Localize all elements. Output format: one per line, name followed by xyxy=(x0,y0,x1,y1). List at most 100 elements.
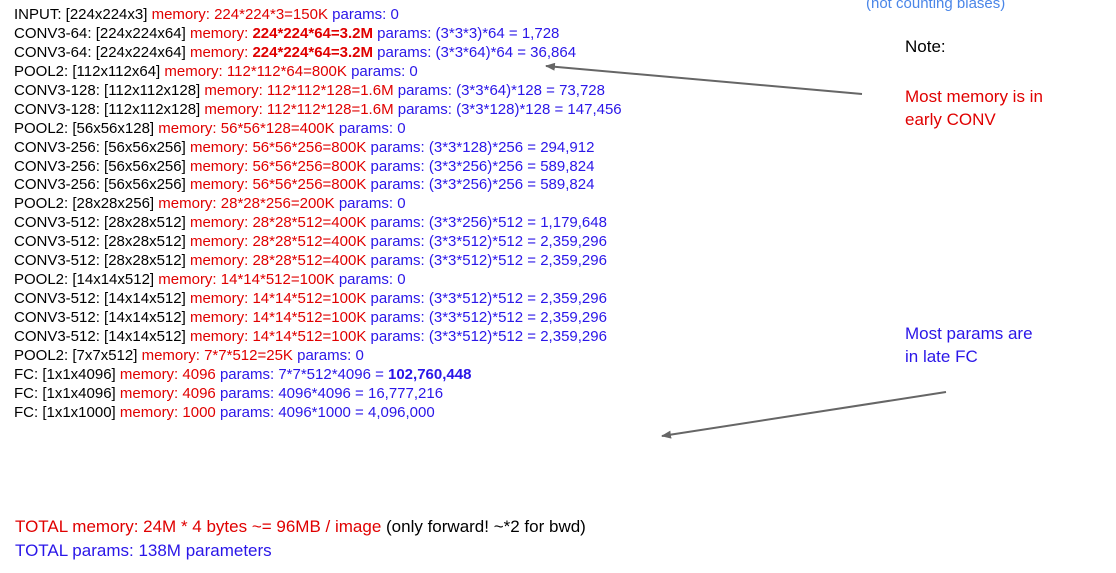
params-label: params: xyxy=(297,346,352,364)
layer-row: CONV3-512: [28x28x512] memory: 28*28*512… xyxy=(14,233,622,252)
memory-label: memory: xyxy=(204,81,263,99)
memory-value: 56*56*256=800K xyxy=(252,176,367,194)
layer-row: FC: [1x1x1000] memory: 1000 params: 4096… xyxy=(14,404,622,423)
memory-label: memory: xyxy=(189,214,249,232)
layer-name: POOL2: [112x112x64] xyxy=(14,62,161,80)
params-label: params: xyxy=(370,233,425,251)
layer-row: CONV3-256: [56x56x256] memory: 56*56*256… xyxy=(14,176,622,195)
params-label: params: xyxy=(377,43,432,61)
memory-label: memory: xyxy=(189,252,249,270)
memory-value: 1000 xyxy=(182,403,216,421)
params-label: params: xyxy=(370,327,425,345)
params-label: params: xyxy=(351,62,406,80)
memory-value: 28*28*512=400K xyxy=(252,233,367,251)
params-label: params: xyxy=(370,157,425,175)
params-value: 7*7*512*4096 = xyxy=(278,365,388,383)
params-label: params: xyxy=(370,176,425,194)
memory-label: memory: xyxy=(141,346,200,364)
memory-label: memory: xyxy=(189,138,249,156)
params-value: (3*3*512)*512 = 2,359,296 xyxy=(428,233,607,251)
params-label: params: xyxy=(338,271,394,289)
params-value: (3*3*512)*512 = 2,359,296 xyxy=(428,327,607,345)
layer-row: CONV3-256: [56x56x256] memory: 56*56*256… xyxy=(14,139,622,158)
arrow-to-early-conv xyxy=(545,62,863,95)
note-memory-line1: Most memory is in xyxy=(905,87,1043,106)
layer-row: CONV3-128: [112x112x128] memory: 112*112… xyxy=(14,82,622,101)
memory-value: 4096 xyxy=(182,365,216,383)
params-value: 0 xyxy=(355,346,364,364)
params-value: 0 xyxy=(397,119,406,137)
memory-label: memory: xyxy=(151,6,210,23)
memory-label: memory: xyxy=(189,24,249,42)
params-label: params: xyxy=(338,119,394,137)
memory-label: memory: xyxy=(158,119,217,137)
memory-label: memory: xyxy=(189,327,249,345)
note-memory: Most memory is in early CONV xyxy=(905,85,1043,131)
params-value: (3*3*256)*256 = 589,824 xyxy=(428,176,595,194)
memory-value: 56*56*256=800K xyxy=(252,138,367,156)
params-label: params: xyxy=(219,365,275,383)
params-value: (3*3*256)*512 = 1,179,648 xyxy=(428,214,607,232)
memory-label: memory: xyxy=(189,290,249,308)
layer-name: FC: [1x1x4096] xyxy=(14,384,116,402)
layer-row: POOL2: [28x28x256] memory: 28*28*256=200… xyxy=(14,195,622,214)
memory-value: 224*224*64=3.2M xyxy=(252,24,373,42)
params-value: 0 xyxy=(397,195,406,213)
layer-table: INPUT: [224x224x3] memory: 224*224*3=150… xyxy=(14,6,622,423)
params-label: params: xyxy=(370,214,425,232)
layer-name: POOL2: [7x7x512] xyxy=(14,346,138,364)
memory-label: memory: xyxy=(164,62,223,80)
layer-name: CONV3-256: [56x56x256] xyxy=(14,157,186,175)
layer-row: FC: [1x1x4096] memory: 4096 params: 4096… xyxy=(14,385,622,404)
memory-label: memory: xyxy=(119,365,179,383)
params-value: 0 xyxy=(409,62,418,80)
params-label: params: xyxy=(397,81,452,99)
note-params: Most params are in late FC xyxy=(905,322,1033,368)
memory-value: 224*224*64=3.2M xyxy=(252,43,373,61)
params-value: (3*3*64)*64 = 36,864 xyxy=(435,43,577,61)
params-value: 0 xyxy=(397,271,406,289)
memory-value: 4096 xyxy=(182,384,216,402)
layer-name: POOL2: [14x14x512] xyxy=(14,271,155,289)
params-value: (3*3*64)*128 = 73,728 xyxy=(456,81,605,99)
params-value: (3*3*3)*64 = 1,728 xyxy=(435,24,560,42)
memory-value: 28*28*512=400K xyxy=(252,214,367,232)
layer-name: CONV3-512: [28x28x512] xyxy=(14,252,186,270)
params-label: params: xyxy=(370,309,425,326)
memory-value: 56*56*256=800K xyxy=(252,157,367,175)
memory-value: 7*7*512=25K xyxy=(204,346,293,364)
layer-name: CONV3-256: [56x56x256] xyxy=(14,176,186,194)
layer-name: CONV3-512: [14x14x512] xyxy=(14,290,186,308)
memory-value: 14*14*512=100K xyxy=(220,271,335,289)
params-label: params: xyxy=(370,138,425,156)
memory-label: memory: xyxy=(119,403,179,421)
memory-label: memory: xyxy=(189,233,249,251)
layer-row: CONV3-128: [112x112x128] memory: 112*112… xyxy=(14,101,622,120)
layer-row: INPUT: [224x224x3] memory: 224*224*3=150… xyxy=(14,6,622,25)
layer-row: CONV3-512: [14x14x512] memory: 14*14*512… xyxy=(14,328,622,347)
note-params-line2: in late FC xyxy=(905,347,978,366)
memory-value: 112*112*128=1.6M xyxy=(266,100,394,118)
params-label: params: xyxy=(219,384,275,402)
params-value: (3*3*128)*128 = 147,456 xyxy=(456,100,622,118)
layer-name: CONV3-64: [224x224x64] xyxy=(14,24,186,42)
total-memory: TOTAL memory: 24M * 4 bytes ~= 96MB / im… xyxy=(15,517,586,537)
params-label: params: xyxy=(338,195,394,213)
layer-name: CONV3-128: [112x112x128] xyxy=(14,100,201,118)
layer-name: INPUT: [224x224x3] xyxy=(14,6,148,23)
layer-name: CONV3-512: [14x14x512] xyxy=(14,309,186,326)
note-params-line1: Most params are xyxy=(905,324,1033,343)
memory-value: 14*14*512=100K xyxy=(252,309,367,326)
layer-row: CONV3-512: [14x14x512] memory: 14*14*512… xyxy=(14,309,622,328)
total-memory-note: (only forward! ~*2 for bwd) xyxy=(381,517,586,536)
params-value: 0 xyxy=(390,6,399,23)
memory-value: 112*112*64=800K xyxy=(226,62,347,80)
caption-not-counting-biases: (not counting biases) xyxy=(866,0,1006,12)
memory-value: 112*112*128=1.6M xyxy=(266,81,394,99)
memory-value: 14*14*512=100K xyxy=(252,290,367,308)
layer-row: POOL2: [7x7x512] memory: 7*7*512=25K par… xyxy=(14,347,622,366)
layer-name: CONV3-512: [28x28x512] xyxy=(14,233,186,251)
layer-name: CONV3-128: [112x112x128] xyxy=(14,81,201,99)
params-label: params: xyxy=(332,6,387,23)
params-label: params: xyxy=(377,24,432,42)
